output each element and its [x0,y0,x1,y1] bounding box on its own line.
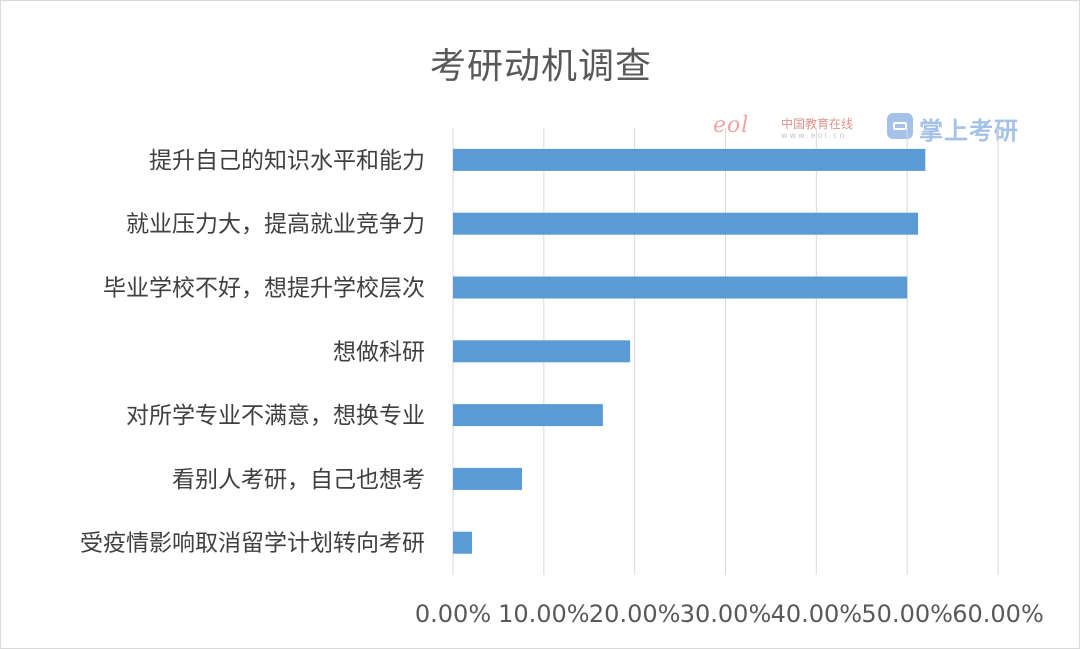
bar [453,404,603,427]
graduation-cap-icon [887,113,913,139]
x-tick-labels: 0.00% 10.00% 20.00% 30.00% 40.00% 50.00% 60.00… [415,600,1044,628]
bar [453,531,473,554]
bars [453,148,926,554]
x-tick-label: 20.00% [589,600,681,628]
category-label: 就业压力大，提高就业竞争力 [126,212,425,238]
x-tick-label: 30.00% [680,600,772,628]
watermark-eol-logo: eol [713,113,750,138]
watermark-site-name: 中国教育在线 [781,117,854,131]
chart-title: 考研动机调查 [429,46,652,87]
x-tick-label: 10.00% [498,600,590,628]
watermark-site-url: www.eol.cn [781,131,847,140]
x-tick-label: 40.00% [771,600,863,628]
watermark-app-name: 掌上考研 [919,117,1019,145]
bar [453,276,908,299]
x-tick-label: 60.00% [952,600,1044,628]
category-label: 提升自己的知识水平和能力 [149,148,425,174]
category-label: 毕业学校不好，想提升学校层次 [103,276,425,302]
bar [453,148,926,171]
bar [453,340,631,363]
bar [453,212,919,235]
x-tick-label: 0.00% [415,600,491,628]
category-label: 想做科研 [333,339,425,365]
category-label: 看别人考研，自己也想考 [172,467,425,493]
x-tick-label: 50.00% [861,600,953,628]
watermark: eol 中国教育在线 www.eol.cn 掌上考研 [713,109,1043,145]
category-label: 对所学专业不满意，想换专业 [126,403,425,429]
category-labels: 提升自己的知识水平和能力就业压力大，提高就业竞争力毕业学校不好，想提升学校层次想… [80,148,425,557]
bar [453,467,523,490]
category-label: 受疫情影响取消留学计划转向考研 [80,531,425,557]
